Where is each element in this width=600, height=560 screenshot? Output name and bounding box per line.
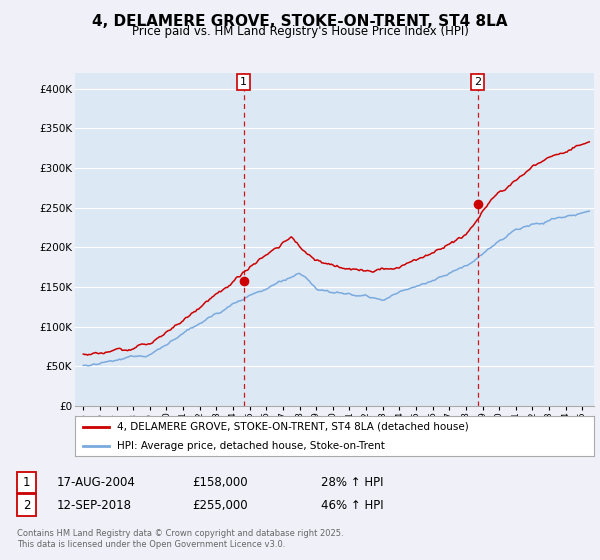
Text: 4, DELAMERE GROVE, STOKE-ON-TRENT, ST4 8LA: 4, DELAMERE GROVE, STOKE-ON-TRENT, ST4 8… xyxy=(92,14,508,29)
Text: 2: 2 xyxy=(474,77,481,87)
Text: 4, DELAMERE GROVE, STOKE-ON-TRENT, ST4 8LA (detached house): 4, DELAMERE GROVE, STOKE-ON-TRENT, ST4 8… xyxy=(116,422,468,432)
Text: Price paid vs. HM Land Registry's House Price Index (HPI): Price paid vs. HM Land Registry's House … xyxy=(131,25,469,38)
Text: 12-SEP-2018: 12-SEP-2018 xyxy=(57,498,132,512)
Text: 28% ↑ HPI: 28% ↑ HPI xyxy=(321,476,383,489)
Text: £158,000: £158,000 xyxy=(192,476,248,489)
Text: 46% ↑ HPI: 46% ↑ HPI xyxy=(321,498,383,512)
Text: 2: 2 xyxy=(23,498,30,512)
Text: 1: 1 xyxy=(23,476,30,489)
Text: HPI: Average price, detached house, Stoke-on-Trent: HPI: Average price, detached house, Stok… xyxy=(116,441,385,450)
Text: Contains HM Land Registry data © Crown copyright and database right 2025.
This d: Contains HM Land Registry data © Crown c… xyxy=(17,529,343,549)
Text: 17-AUG-2004: 17-AUG-2004 xyxy=(57,476,136,489)
Text: 1: 1 xyxy=(240,77,247,87)
Text: £255,000: £255,000 xyxy=(192,498,248,512)
